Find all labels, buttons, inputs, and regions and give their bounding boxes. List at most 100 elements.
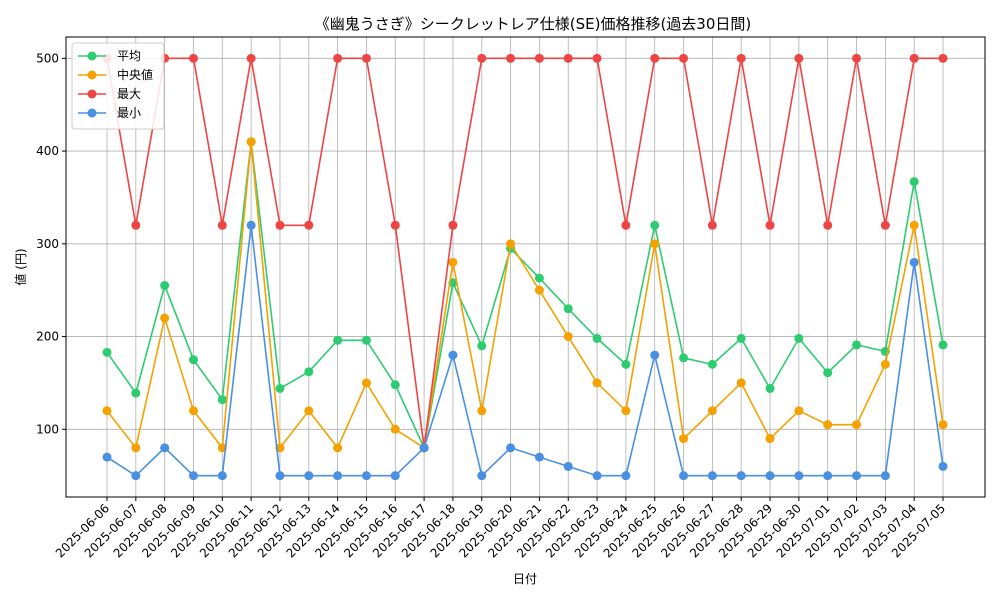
data-point	[736, 53, 746, 63]
data-point	[217, 471, 227, 481]
data-point	[275, 220, 285, 230]
legend-label: 平均	[117, 49, 141, 63]
data-point	[650, 220, 660, 230]
y-axis-label: 値 (円)	[13, 248, 28, 285]
data-point	[563, 304, 573, 314]
data-point	[823, 368, 833, 378]
data-point	[477, 341, 487, 351]
plot-frame	[65, 36, 986, 498]
data-point	[679, 53, 689, 63]
data-point	[102, 452, 112, 462]
data-point	[707, 471, 717, 481]
data-point	[650, 53, 660, 63]
data-point	[679, 353, 689, 363]
data-point	[563, 332, 573, 342]
data-point	[679, 471, 689, 481]
data-point	[852, 340, 862, 350]
data-point	[390, 424, 400, 434]
data-point	[765, 471, 775, 481]
data-point	[938, 340, 948, 350]
data-point	[506, 443, 516, 453]
data-point	[765, 383, 775, 393]
data-point	[333, 443, 343, 453]
data-point	[909, 177, 919, 187]
data-point	[333, 335, 343, 345]
data-point	[188, 406, 198, 416]
data-point	[448, 220, 458, 230]
data-point	[361, 378, 371, 388]
x-axis-label: 日付	[513, 572, 537, 586]
data-point	[592, 471, 602, 481]
data-point	[246, 53, 256, 63]
data-point	[880, 220, 890, 230]
data-point	[794, 406, 804, 416]
data-point	[188, 471, 198, 481]
data-point	[131, 220, 141, 230]
data-point	[650, 239, 660, 249]
y-axis: 100 200 300 400 500	[36, 51, 66, 436]
x-axis: 2025-06-062025-06-072025-06-082025-06-09…	[53, 497, 948, 560]
data-point	[765, 220, 775, 230]
data-point	[131, 388, 141, 398]
data-point	[390, 380, 400, 390]
data-point	[102, 347, 112, 357]
data-point	[448, 350, 458, 360]
data-point	[938, 420, 948, 430]
data-point	[679, 434, 689, 444]
data-point	[534, 452, 544, 462]
data-point	[390, 220, 400, 230]
data-point	[823, 471, 833, 481]
data-point	[361, 53, 371, 63]
data-point	[909, 53, 919, 63]
legend-label: 中央値	[117, 67, 153, 82]
data-point	[448, 257, 458, 267]
data-point	[592, 333, 602, 343]
data-point	[621, 359, 631, 369]
data-point	[534, 285, 544, 295]
data-point	[592, 53, 602, 63]
data-point	[304, 471, 314, 481]
legend-label: 最大	[117, 87, 141, 101]
data-point	[275, 383, 285, 393]
legend-marker	[87, 108, 97, 118]
data-point	[506, 53, 516, 63]
y-tick-label: 100	[36, 422, 59, 436]
data-point	[534, 273, 544, 283]
data-point	[794, 471, 804, 481]
data-point	[361, 335, 371, 345]
y-tick-label: 500	[36, 51, 59, 65]
data-point	[794, 53, 804, 63]
data-point	[160, 313, 170, 323]
data-point	[275, 471, 285, 481]
data-point	[333, 53, 343, 63]
data-point	[361, 471, 371, 481]
legend-label: 最小	[117, 106, 141, 120]
legend-marker	[87, 51, 97, 61]
data-point	[506, 239, 516, 249]
data-point	[217, 395, 227, 405]
data-point	[621, 220, 631, 230]
data-point	[477, 53, 487, 63]
y-tick-label: 400	[36, 144, 59, 158]
data-point	[390, 471, 400, 481]
series-line	[106, 225, 944, 478]
series-layer	[102, 53, 948, 481]
data-point	[621, 471, 631, 481]
y-tick-label: 300	[36, 237, 59, 251]
data-point	[217, 220, 227, 230]
data-point	[188, 355, 198, 365]
data-point	[707, 406, 717, 416]
series-line	[106, 141, 944, 451]
data-point	[304, 367, 314, 377]
data-point	[246, 137, 256, 147]
data-point	[794, 333, 804, 343]
data-point	[160, 443, 170, 453]
data-point	[102, 406, 112, 416]
data-point	[419, 443, 429, 453]
data-point	[188, 53, 198, 63]
data-point	[707, 220, 717, 230]
data-point	[304, 406, 314, 416]
data-point	[246, 220, 256, 230]
